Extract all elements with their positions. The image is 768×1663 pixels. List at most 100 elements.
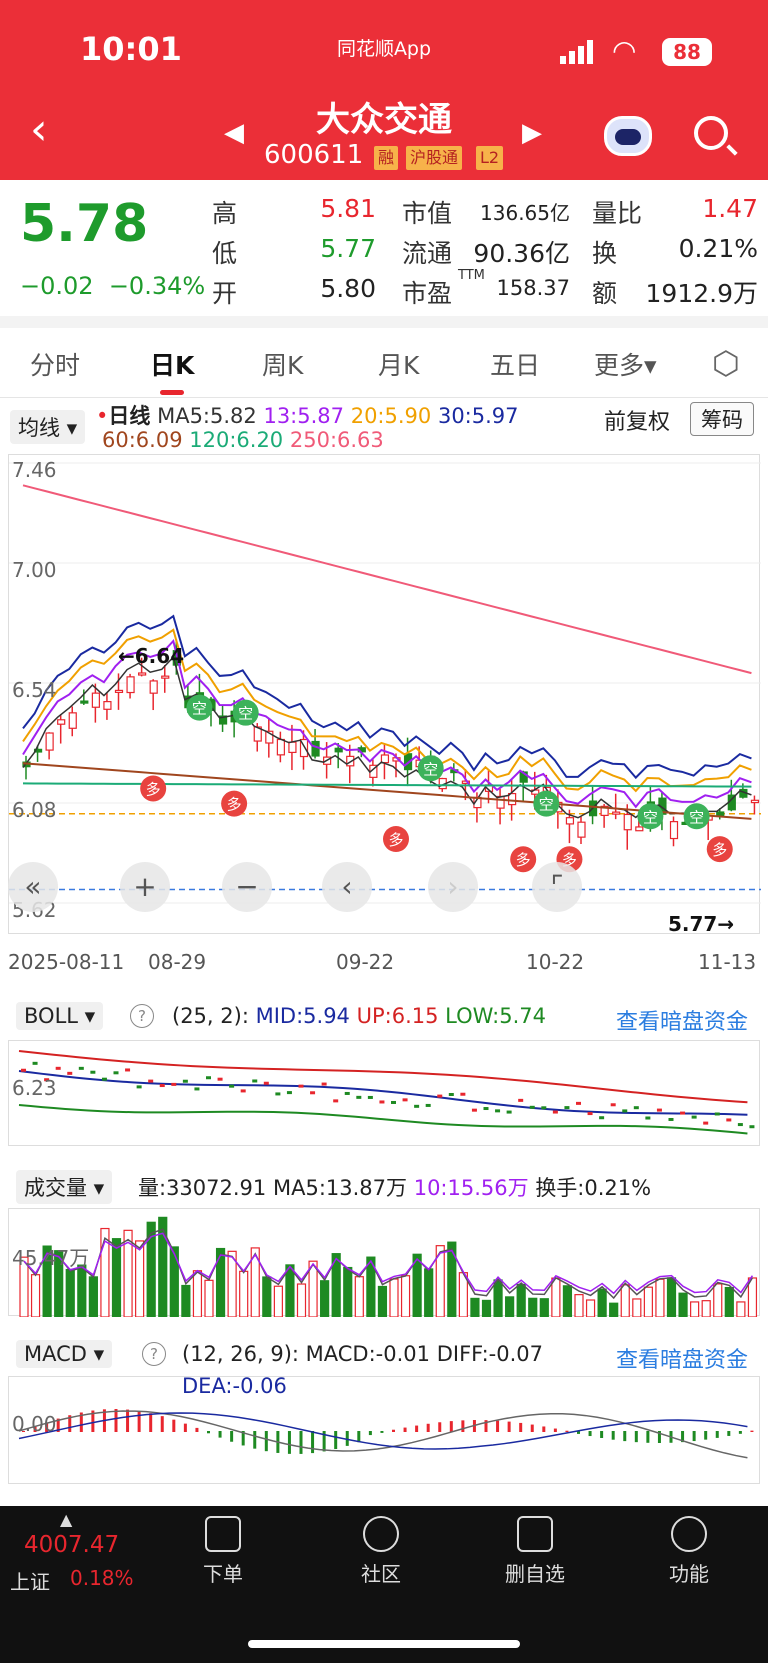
boll-candle <box>691 1115 697 1119</box>
boll-help-icon[interactable]: ? <box>130 1004 154 1028</box>
scroll-left-button[interactable]: ‹ <box>322 862 372 912</box>
divider <box>0 316 768 328</box>
signal-marker-label: 多 <box>388 831 403 849</box>
candle-body <box>716 811 725 817</box>
volume-bar <box>562 1285 573 1318</box>
macd-bar <box>56 1418 60 1432</box>
turnover-value: 0.21% <box>678 234 758 263</box>
dark-pool-link-2[interactable]: 查看暗盘资金 <box>616 1348 749 1373</box>
boll-candle <box>252 1079 258 1083</box>
signal-marker <box>221 790 248 817</box>
chip-button[interactable]: 筹码 <box>690 402 754 436</box>
tab-weekly[interactable]: 周K <box>262 351 304 380</box>
volume-selector[interactable]: 成交量 ▾ <box>16 1170 113 1204</box>
boll-candle <box>495 1109 501 1113</box>
macd-bar <box>45 1422 49 1432</box>
adjust-label[interactable]: 前复权 <box>604 410 671 435</box>
tab-more[interactable]: 更多▾ <box>594 351 657 380</box>
volume-bar <box>597 1288 607 1318</box>
macd-bar <box>750 1430 754 1432</box>
macd-bar <box>126 1409 130 1432</box>
remove-watchlist-button[interactable]: 删自选 <box>490 1516 580 1587</box>
candle-body <box>276 738 285 756</box>
volume-bar <box>354 1276 364 1318</box>
boll-candle <box>483 1107 489 1111</box>
prev-stock-button[interactable]: ◀ <box>224 118 244 148</box>
macd-bar <box>623 1431 627 1442</box>
candle-body <box>669 821 679 840</box>
expand-up-icon[interactable]: ▲ <box>60 1510 73 1529</box>
tab-5day[interactable]: 五日 <box>490 351 541 380</box>
macd-bar <box>577 1431 580 1434</box>
scroll-right-button[interactable]: › <box>428 862 478 912</box>
low-label: 低 <box>212 239 238 268</box>
mcap-value: 136.65亿 <box>480 201 570 225</box>
fullscreen-icon[interactable]: ⌜ <box>532 862 582 912</box>
kline-panel[interactable]: 空空空空空空多多多多多多 <box>8 454 761 934</box>
boll-candle <box>633 1106 639 1110</box>
tab-daily[interactable]: 日K <box>150 351 195 380</box>
back-button[interactable]: ‹ <box>30 104 48 155</box>
header-bar: 10:01 同花顺App ◠ 88 ‹ ◀ ▶ 大众交通 600611 融 沪股… <box>0 0 768 180</box>
boll-candle <box>529 1105 535 1109</box>
tab-monthly[interactable]: 月K <box>378 351 420 380</box>
macd-help-icon[interactable]: ? <box>142 1342 166 1366</box>
assistant-robot-icon[interactable] <box>604 116 652 156</box>
zoom-out-button[interactable]: − <box>222 862 272 912</box>
signal-marker <box>140 775 167 802</box>
macd-bar <box>426 1423 430 1432</box>
volume-bar <box>713 1283 723 1318</box>
volume-bar <box>666 1277 677 1318</box>
boll-candle <box>506 1110 512 1114</box>
functions-button[interactable]: 功能 <box>644 1516 734 1587</box>
boll-candle <box>148 1079 154 1083</box>
candle-body <box>80 700 89 704</box>
macd-bar <box>392 1429 395 1432</box>
boll-candle <box>78 1066 84 1070</box>
boll-candle <box>182 1079 188 1083</box>
signal-marker-label: 多 <box>712 841 727 859</box>
ma-selector[interactable]: 均线 ▾ <box>10 410 86 444</box>
signal-marker <box>232 699 259 726</box>
volume-bar <box>111 1238 122 1318</box>
volume-bar <box>574 1294 584 1318</box>
collapse-icon[interactable]: « <box>8 862 58 912</box>
boll-candle <box>356 1095 362 1099</box>
zoom-in-button[interactable]: + <box>120 862 170 912</box>
signal-marker-label: 空 <box>689 808 704 826</box>
macd-bar <box>634 1431 638 1443</box>
community-button[interactable]: 社区 <box>336 1516 426 1587</box>
quote-panel <box>0 180 768 316</box>
signal-marker <box>383 826 409 852</box>
tab-intraday[interactable]: 分时 <box>30 351 81 380</box>
index-value[interactable]: 4007.47 <box>24 1532 120 1558</box>
candle-body <box>161 675 170 679</box>
search-icon[interactable] <box>694 116 728 150</box>
boll-selector[interactable]: BOLL ▾ <box>16 1002 104 1030</box>
macd-selector[interactable]: MACD ▾ <box>16 1340 113 1368</box>
macd-bar <box>484 1420 488 1432</box>
order-button[interactable]: 下单 <box>178 1516 268 1587</box>
signal-marker-label: 空 <box>423 760 438 778</box>
macd-values: (12, 26, 9): MACD:-0.01 DIFF:-0.07 <box>182 1342 544 1366</box>
boll-candle <box>275 1092 281 1096</box>
high-label: 高 <box>212 199 238 228</box>
next-stock-button[interactable]: ▶ <box>522 118 542 148</box>
boll-candle <box>67 1071 73 1075</box>
macd-bar <box>137 1410 141 1432</box>
macd-bar <box>461 1420 465 1432</box>
boll-panel <box>8 1040 760 1146</box>
boll-candle <box>125 1068 131 1072</box>
candle-body <box>218 715 228 725</box>
macd-bar <box>230 1431 234 1442</box>
volume-bar <box>65 1268 75 1318</box>
boll-candle <box>749 1125 755 1129</box>
candle-body <box>91 692 100 708</box>
volume-bar <box>377 1285 388 1318</box>
open-label: 开 <box>212 279 238 308</box>
volume-bar <box>678 1292 688 1318</box>
settings-hex-icon[interactable]: ⬡ <box>712 344 740 382</box>
boll-candle <box>737 1123 743 1127</box>
dark-pool-link-1[interactable]: 查看暗盘资金 <box>616 1010 749 1035</box>
boll-chart <box>18 1050 755 1135</box>
